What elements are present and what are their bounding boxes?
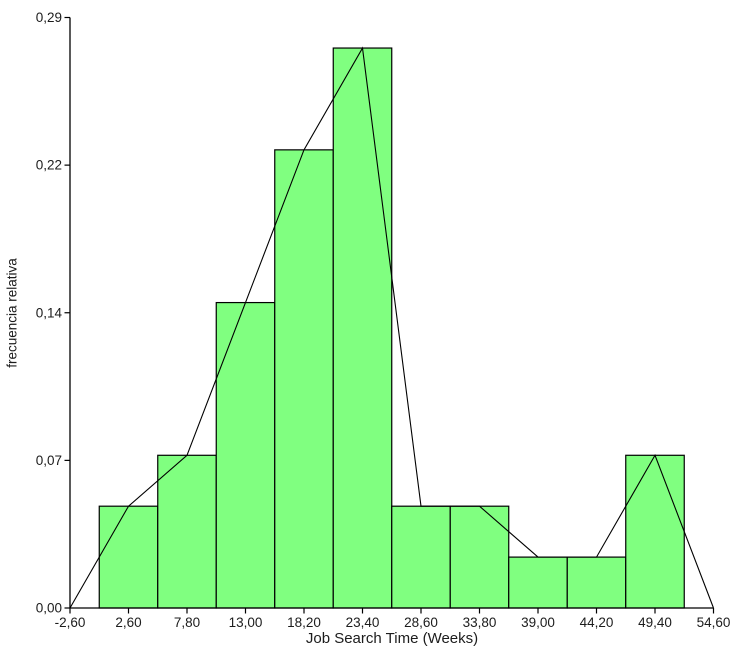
x-tick-label: 33,80: [463, 615, 497, 630]
histogram-bar: [449, 505, 510, 609]
y-tick-label: 0,29: [36, 10, 62, 25]
histogram-bar: [157, 454, 217, 609]
y-tick-label: 0,14: [36, 305, 63, 320]
y-tick-label: 0,07: [36, 453, 62, 468]
histogram-bar: [274, 149, 334, 609]
x-tick-label: 7,80: [174, 615, 200, 630]
frequency-polygon-line: [69, 46, 715, 609]
histogram-bar: [508, 556, 568, 609]
histogram-bar: [566, 556, 627, 609]
x-tick-label: 28,60: [404, 615, 438, 630]
x-tick-label: 44,20: [580, 615, 614, 630]
x-axis-title: Job Search Time (Weeks): [305, 630, 479, 647]
x-tick-label: 54,60: [697, 615, 731, 630]
histogram-bar: [391, 505, 451, 609]
x-tick-label: -2,60: [55, 615, 86, 630]
x-tick-label: 13,00: [229, 615, 263, 630]
y-axis-title: frecuencia relativa: [4, 258, 20, 368]
y-tick-label: 0,22: [36, 158, 62, 173]
histogram-bar: [98, 505, 159, 609]
x-tick-label: 23,40: [346, 615, 380, 630]
histogram-bar: [625, 454, 685, 609]
histogram-bar: [215, 301, 276, 609]
x-tick-label: 2,60: [115, 615, 141, 630]
histogram-bar: [332, 47, 393, 609]
x-tick-label: 49,40: [638, 615, 672, 630]
y-tick-label: 0,00: [36, 601, 62, 616]
x-tick-label: 39,00: [521, 615, 555, 630]
x-tick-label: 18,20: [287, 615, 321, 630]
